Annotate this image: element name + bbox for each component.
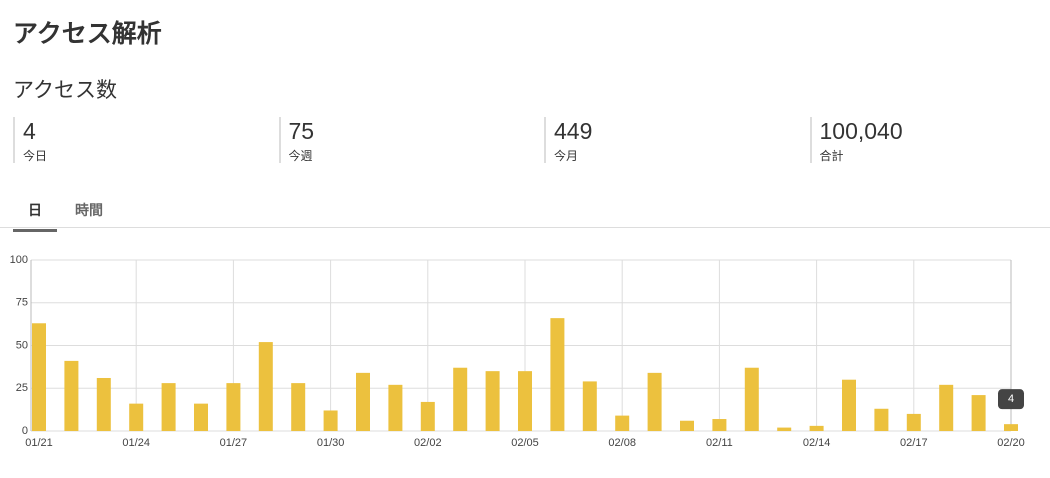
stat-value: 100,040 [819, 118, 903, 144]
x-tick-label: 02/11 [706, 437, 733, 449]
x-tick-label: 02/14 [803, 437, 831, 449]
y-tick-label: 75 [16, 297, 28, 309]
x-tick-label: 02/20 [997, 437, 1025, 449]
x-tick-label: 02/08 [608, 437, 636, 449]
bar [323, 410, 338, 431]
x-tick-label: 01/21 [25, 437, 53, 449]
tooltip-label: 4 [1008, 393, 1014, 405]
bar [809, 425, 824, 431]
bar [258, 342, 273, 431]
bar [226, 383, 241, 431]
page-title: アクセス解析 [13, 20, 162, 48]
bar [453, 367, 468, 431]
bar [1004, 424, 1018, 431]
bar [582, 381, 597, 431]
x-tick-label: 02/17 [900, 437, 928, 449]
x-tick-label: 01/30 [317, 437, 345, 449]
stat: 4 今日 [13, 117, 47, 163]
bar [874, 408, 889, 431]
bar [842, 379, 856, 431]
x-tick-label: 02/05 [511, 437, 539, 449]
tooltip [998, 389, 1024, 410]
bar [388, 384, 403, 431]
y-tick-label: 25 [16, 382, 28, 394]
bar [777, 427, 792, 431]
y-tick-label: 50 [16, 339, 28, 351]
tabs: 日 時間 [0, 190, 1050, 232]
stat-value: 449 [554, 118, 593, 144]
bar [647, 372, 662, 431]
stat-value: 4 [23, 118, 36, 144]
section-title: アクセス数 [13, 79, 117, 102]
bar [744, 367, 759, 431]
bar [32, 323, 46, 431]
bar [420, 401, 435, 431]
bar [550, 318, 565, 431]
y-tick-label: 0 [22, 425, 28, 437]
bar [161, 383, 176, 431]
tab[interactable]: 日 [13, 200, 57, 232]
bar [615, 415, 630, 431]
stat: 100,040 合計 [809, 117, 903, 163]
stat-label: 今月 [554, 149, 579, 163]
x-tick-label: 01/27 [220, 437, 248, 449]
bar [194, 403, 208, 431]
bar [96, 377, 111, 431]
stat: 449 今月 [544, 117, 592, 163]
tab[interactable]: 時間 [75, 202, 103, 218]
bar [906, 413, 921, 431]
bar [939, 384, 954, 431]
stat-value: 75 [288, 118, 315, 144]
bar [680, 420, 694, 431]
bar [356, 372, 370, 431]
stat-label: 合計 [819, 149, 844, 163]
x-tick-label: 01/24 [122, 437, 150, 449]
bar [129, 403, 144, 431]
bar [712, 419, 727, 431]
y-tick-label: 100 [10, 254, 28, 266]
x-tick-label: 02/02 [414, 437, 442, 449]
bar [518, 371, 532, 431]
bar [64, 360, 79, 431]
stat: 75 今週 [278, 117, 315, 163]
bar [485, 371, 500, 431]
bar [971, 395, 986, 431]
bar [291, 383, 306, 431]
stat-label: 今週 [288, 149, 313, 163]
stat-label: 今日 [23, 149, 48, 163]
